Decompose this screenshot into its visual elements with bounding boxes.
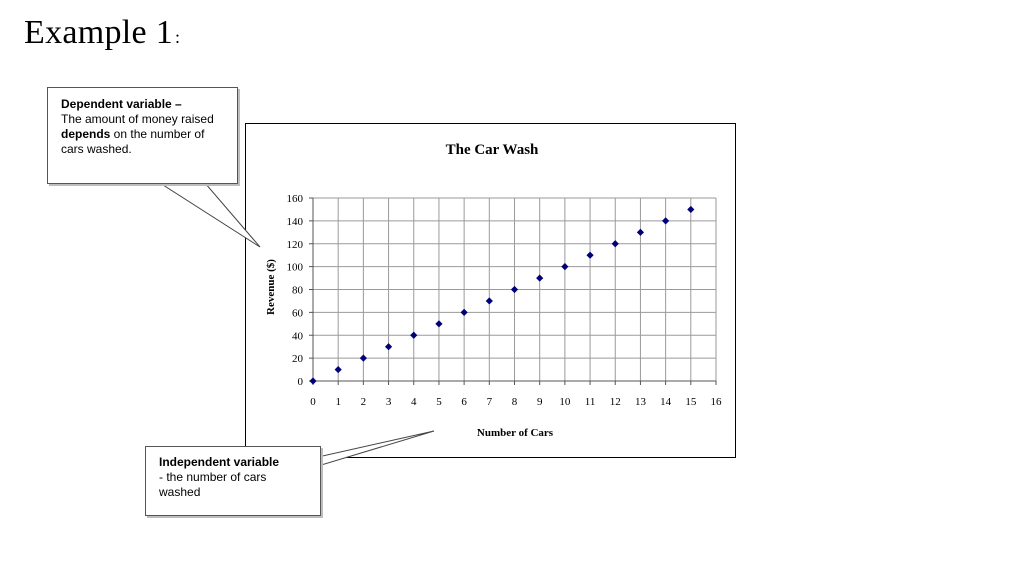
x-tick-label: 4 <box>411 396 417 408</box>
x-tick-label: 6 <box>461 396 467 408</box>
data-point <box>586 251 594 259</box>
data-point <box>460 308 468 316</box>
y-tick-label: 140 <box>287 216 304 228</box>
data-point <box>309 377 317 385</box>
data-point <box>485 297 493 305</box>
slide-title-colon: : <box>175 27 181 47</box>
data-points <box>309 205 695 385</box>
dependent-callout-pointer <box>158 182 261 248</box>
independent-callout-pointer <box>317 430 435 467</box>
x-tick-label: 7 <box>487 396 493 408</box>
y-tick-label: 40 <box>292 330 304 342</box>
dependent-variable-callout: Dependent variable – The amount of money… <box>47 87 238 184</box>
chart-svg: The Car Wash 0 1 2 3 4 5 6 7 8 9 10 11 12 13 14 15 16 02… <box>265 142 722 439</box>
chart-grid <box>312 197 717 382</box>
x-tick-label: 3 <box>386 396 392 408</box>
x-tick-label: 10 <box>559 396 571 408</box>
x-tick-label: 8 <box>512 396 518 408</box>
y-tick-label: 60 <box>292 307 304 319</box>
x-tick-label: 5 <box>436 396 442 408</box>
x-tick-label: 9 <box>537 396 543 408</box>
dependent-callout-text-end: on the number of cars washed. <box>61 127 205 156</box>
x-tick-label: 12 <box>610 396 621 408</box>
dependent-callout-heading: Dependent variable – <box>61 97 182 111</box>
data-point <box>687 205 695 214</box>
dependent-callout-text: The amount of money raised depends on th… <box>61 112 227 157</box>
x-tick-label: 13 <box>635 396 647 408</box>
independent-callout-text: - the number of cars washed <box>159 470 267 499</box>
x-tick-label: 16 <box>711 396 723 408</box>
x-tick-label: 1 <box>335 396 341 408</box>
x-tick-labels: 0 1 2 3 4 5 6 7 8 9 10 11 12 13 14 15 16 <box>310 396 722 408</box>
y-tick-label: 120 <box>287 239 304 251</box>
data-point <box>384 343 393 351</box>
slide-title: Example 1: <box>24 14 180 52</box>
dependent-callout-text-start: The amount of money raised <box>61 112 214 126</box>
x-tick-label: 14 <box>660 396 672 408</box>
y-tick-labels: 0 20 40 60 80 100 120 140 160 <box>287 193 304 388</box>
x-tick-label: 0 <box>310 396 316 408</box>
independent-variable-callout: Independent variable - the number of car… <box>145 446 321 516</box>
x-tick-label: 11 <box>585 396 596 408</box>
data-point <box>334 365 342 374</box>
dependent-callout-emphasis: depends <box>61 127 111 141</box>
x-tick-label: 15 <box>685 396 697 408</box>
y-tick-label: 0 <box>298 376 304 388</box>
data-point <box>359 354 367 362</box>
data-point <box>410 331 418 339</box>
y-tick-label: 80 <box>292 285 304 297</box>
data-point <box>536 274 544 282</box>
data-point <box>435 320 443 328</box>
x-tick-label: 2 <box>361 396 367 408</box>
y-tick-label: 160 <box>287 193 304 205</box>
data-point <box>510 285 519 294</box>
data-point <box>636 228 645 236</box>
x-axis-label: Number of Cars <box>477 427 554 439</box>
slide-title-text: Example 1 <box>24 14 174 51</box>
y-axis-label: Revenue ($) <box>265 259 277 315</box>
y-tick-label: 100 <box>287 262 304 274</box>
y-tick-label: 20 <box>292 353 304 365</box>
data-point <box>561 263 569 271</box>
independent-callout-heading: Independent variable <box>159 455 280 469</box>
data-point <box>611 240 619 248</box>
chart-title: The Car Wash <box>446 142 539 158</box>
data-point <box>662 217 670 225</box>
